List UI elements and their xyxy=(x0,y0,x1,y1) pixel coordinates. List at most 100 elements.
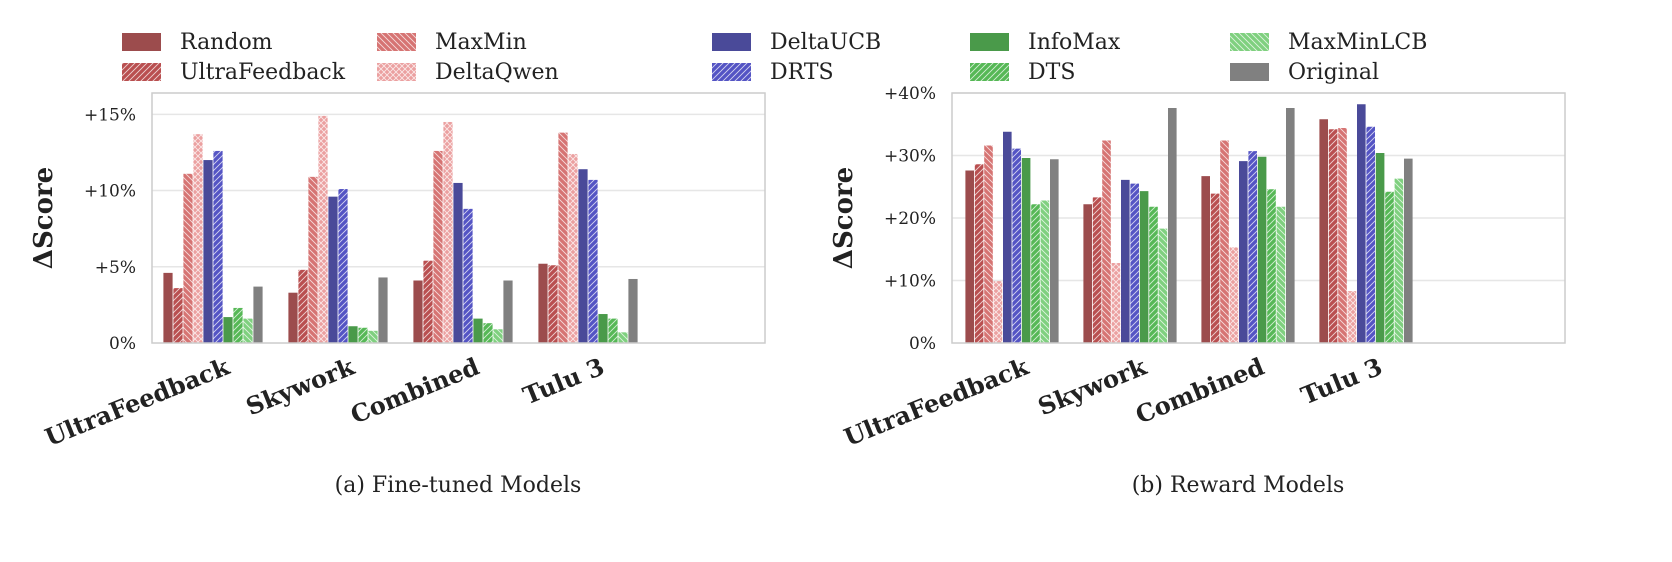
bar-drts-ultrafeedback xyxy=(213,150,223,343)
bar-original-combined xyxy=(503,280,513,343)
y-tick-label: 0% xyxy=(109,334,136,354)
legend-label: MaxMinLCB xyxy=(1288,30,1427,55)
bar-ultrafeedback-skywork xyxy=(298,269,308,343)
bar-dts-tulu-3 xyxy=(608,318,618,343)
bar-drts-tulu-3 xyxy=(1366,126,1375,343)
bar-deltaqwen-tulu-3 xyxy=(1347,291,1357,343)
legend-item-deltaucb: DeltaUCB xyxy=(712,30,881,55)
bar-infomax-tulu-3 xyxy=(1375,153,1385,343)
x-tick-label: UltraFeedback xyxy=(41,351,235,452)
legend-swatch xyxy=(122,63,161,81)
panel-caption: (b) Reward Models xyxy=(1132,473,1345,498)
bar-drts-ultrafeedback xyxy=(1012,148,1021,343)
bar-random-tulu-3 xyxy=(538,263,548,343)
bar-original-tulu-3 xyxy=(628,278,638,343)
y-tick-label: +40% xyxy=(884,84,936,104)
bar-deltaucb-tulu-3 xyxy=(1357,104,1366,343)
legend-label: InfoMax xyxy=(1028,30,1121,55)
bar-dts-combined xyxy=(483,323,493,343)
bar-deltaucb-ultrafeedback xyxy=(1003,131,1012,343)
bar-deltaqwen-ultrafeedback xyxy=(193,134,203,343)
y-tick-label: +20% xyxy=(884,209,936,229)
legend-swatch xyxy=(122,33,161,51)
legend-label: DeltaUCB xyxy=(770,30,881,55)
bar-ultrafeedback-tulu-3 xyxy=(548,265,558,343)
bar-deltaucb-skywork xyxy=(1121,179,1130,343)
bar-drts-tulu-3 xyxy=(588,179,598,343)
legend-item-deltaqwen: DeltaQwen xyxy=(377,60,559,85)
legend-swatch xyxy=(970,63,1009,81)
bar-maxmin-combined xyxy=(1220,140,1229,343)
bar-original-ultrafeedback xyxy=(253,286,263,343)
panel-fine-tuned-models: 0% +5% +10% +15% UltraFeedback SkyworkCombine… xyxy=(29,92,766,498)
bar-infomax-combined xyxy=(1257,156,1267,343)
bar-drts-skywork xyxy=(338,189,348,343)
bar-original-ultrafeedback xyxy=(1050,159,1059,343)
bar-maxmin-tulu-3 xyxy=(558,132,568,343)
bar-original-combined xyxy=(1286,108,1295,343)
bar-maxmin-combined xyxy=(433,150,443,343)
bar-original-skywork xyxy=(378,277,388,343)
legend-item-dts: DTS xyxy=(970,60,1075,85)
bar-maxminlcb-tulu-3 xyxy=(618,332,628,343)
legend-swatch xyxy=(712,63,751,81)
panel-caption: (a) Fine-tuned Models xyxy=(335,473,582,498)
legend-swatch xyxy=(712,33,751,51)
legend-swatch xyxy=(377,63,416,81)
y-tick-label: 0% xyxy=(909,334,936,354)
bar-original-tulu-3 xyxy=(1404,158,1413,343)
bar-maxminlcb-ultrafeedback xyxy=(243,318,253,343)
bar-maxmin-skywork xyxy=(308,176,318,343)
bar-dts-ultrafeedback xyxy=(1031,204,1040,343)
bar-dts-skywork xyxy=(1149,206,1158,343)
legend-label: DRTS xyxy=(770,60,834,85)
bar-deltaqwen-tulu-3 xyxy=(568,153,578,343)
bar-maxminlcb-combined xyxy=(493,329,503,343)
x-tick-label: Combined xyxy=(346,352,483,430)
bar-ultrafeedback-ultrafeedback xyxy=(173,288,183,343)
y-tick-label: +30% xyxy=(884,147,936,167)
bar-ultrafeedback-combined xyxy=(423,260,433,343)
bar-deltaucb-combined xyxy=(453,182,463,343)
bar-maxminlcb-skywork xyxy=(368,330,378,343)
legend: Random UltraFeedback MaxMin DeltaQwen DeltaU… xyxy=(122,30,1427,85)
legend-swatch xyxy=(377,33,416,51)
bar-dts-ultrafeedback xyxy=(233,307,243,343)
legend-item-maxmin: MaxMin xyxy=(377,30,527,55)
y-axis-label: ΔScore xyxy=(29,167,59,269)
legend-label: Random xyxy=(180,30,273,55)
bar-maxmin-tulu-3 xyxy=(1338,128,1347,343)
bar-random-combined xyxy=(1201,176,1210,343)
x-tick-label: Tulu 3 xyxy=(1297,352,1386,411)
bar-maxmin-skywork xyxy=(1102,140,1111,343)
bar-random-tulu-3 xyxy=(1319,119,1328,343)
bar-infomax-skywork xyxy=(1139,191,1149,343)
bar-random-skywork xyxy=(1083,204,1092,343)
bar-infomax-combined xyxy=(473,318,483,343)
legend-label: Original xyxy=(1288,60,1379,85)
legend-label: UltraFeedback xyxy=(180,60,346,85)
bar-deltaucb-skywork xyxy=(328,196,338,343)
bar-infomax-ultrafeedback xyxy=(1021,158,1031,343)
bar-drts-skywork xyxy=(1130,183,1139,343)
legend-item-original: Original xyxy=(1230,60,1379,85)
bar-maxminlcb-tulu-3 xyxy=(1394,178,1404,343)
y-tick-label: +15% xyxy=(84,105,136,125)
y-tick-label: +10% xyxy=(884,272,936,292)
bar-deltaqwen-combined xyxy=(443,121,453,344)
bar-drts-combined xyxy=(463,208,473,343)
bar-deltaucb-ultrafeedback xyxy=(203,160,213,343)
bar-drts-combined xyxy=(1248,151,1257,343)
panel-reward-models: 0%+10%+20%+30%+40%UltraFeedback SkyworkCo… xyxy=(829,84,1566,498)
bar-maxminlcb-combined xyxy=(1276,206,1286,343)
bar-maxmin-ultrafeedback xyxy=(183,173,193,343)
legend-swatch xyxy=(1230,63,1269,81)
legend-swatch xyxy=(970,33,1009,51)
bar-ultrafeedback-combined xyxy=(1210,193,1220,343)
bar-ultrafeedback-ultrafeedback xyxy=(974,164,984,343)
x-tick-label: Skywork xyxy=(242,351,360,421)
legend-item-random: Random xyxy=(122,30,273,55)
bar-infomax-skywork xyxy=(348,326,358,343)
